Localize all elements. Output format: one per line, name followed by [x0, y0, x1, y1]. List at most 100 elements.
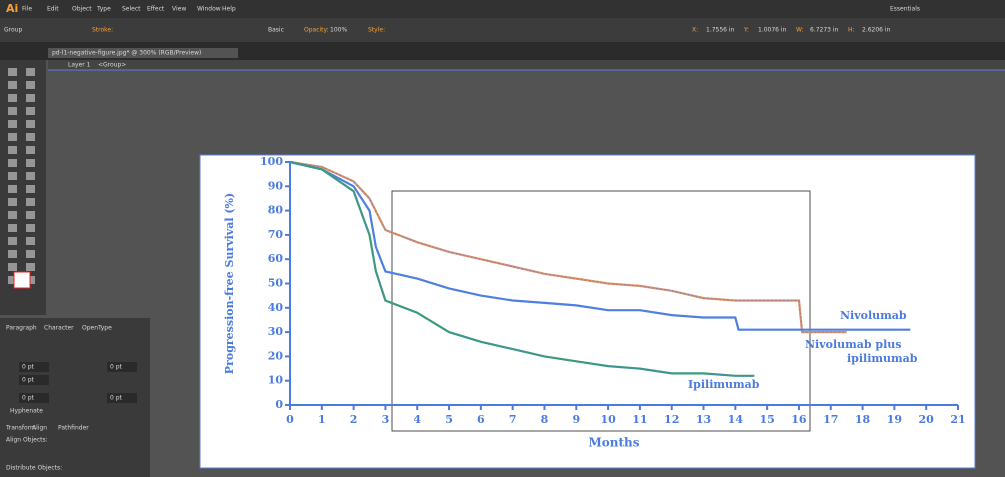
menu-item[interactable]: File [22, 6, 32, 13]
tool-button[interactable] [8, 107, 17, 115]
tool-button[interactable] [26, 263, 35, 271]
x-tick-label: 18 [855, 413, 871, 426]
y-tick-label: 30 [268, 325, 284, 338]
y-axis-label: Progression-free Survival (%) [223, 193, 236, 374]
menu-item[interactable]: Window [197, 6, 221, 13]
tool-button[interactable] [8, 211, 17, 219]
menu-item[interactable]: Effect [147, 6, 165, 13]
page: {"menu": {"logo": "Ai", "items": ["File"… [0, 0, 1005, 477]
x-axis-label: Months [588, 436, 639, 450]
x-tick-label: 8 [541, 413, 549, 426]
x-tick-label: 10 [600, 413, 616, 426]
tool-button[interactable] [8, 133, 17, 141]
tool-button[interactable] [26, 94, 35, 102]
tool-button[interactable] [8, 185, 17, 193]
align-objects-label: Align Objects: [6, 437, 48, 444]
tool-button[interactable] [26, 250, 35, 258]
tool-button[interactable] [26, 211, 35, 219]
indent-field[interactable]: 0 pt [110, 364, 123, 371]
tool-button[interactable] [26, 172, 35, 180]
x-tick-label: 21 [950, 413, 965, 426]
document-tab[interactable]: pd-l1-negative-figure.jpg* @ 300% (RGB/P… [52, 50, 201, 57]
tool-button[interactable] [26, 120, 35, 128]
y-tick-label: 90 [268, 179, 284, 192]
distribute-objects-label: Distribute Objects: [6, 465, 62, 472]
control-w[interactable]: 6.7273 in [810, 27, 839, 34]
tool-button[interactable] [8, 172, 17, 180]
x-tick-label: 7 [509, 413, 517, 426]
tool-button[interactable] [26, 237, 35, 245]
tool-button[interactable] [8, 159, 17, 167]
tool-button[interactable] [8, 94, 17, 102]
control-brush[interactable]: Basic [268, 27, 284, 34]
control-opacity[interactable]: 100% [330, 27, 347, 34]
x-tick-label: 0 [286, 413, 294, 426]
menu-item[interactable]: Type [96, 6, 111, 13]
tool-button[interactable] [26, 185, 35, 193]
tool-button[interactable] [26, 159, 35, 167]
control-y[interactable]: 1.0076 in [758, 27, 787, 34]
breadcrumb-layer[interactable]: Layer 1 [68, 62, 91, 69]
x-tick-label: 20 [919, 413, 935, 426]
tool-button[interactable] [26, 198, 35, 206]
menu-item[interactable]: View [172, 6, 186, 13]
x-tick-label: 2 [350, 413, 358, 426]
tool-button[interactable] [26, 81, 35, 89]
indent-field[interactable]: 0 pt [22, 364, 35, 371]
legend-label: Nivolumab [840, 309, 907, 322]
tool-button[interactable] [26, 146, 35, 154]
x-tick-label: 4 [413, 413, 421, 426]
panel-tab[interactable]: Paragraph [6, 325, 37, 332]
y-tick-label: 0 [275, 398, 283, 411]
x-tick-label: 14 [728, 413, 744, 426]
control-h[interactable]: 2.6206 in [862, 27, 891, 34]
menu-item[interactable]: Select [122, 6, 141, 13]
legend-label: Ipilimumab [688, 378, 760, 391]
tool-button[interactable] [8, 263, 17, 271]
x-tick-label: 16 [791, 413, 807, 426]
menu-item[interactable]: Edit [47, 6, 59, 13]
x-tick-label: 9 [572, 413, 580, 426]
tool-button[interactable] [8, 250, 17, 258]
tool-button[interactable] [8, 146, 17, 154]
indent-field[interactable]: 0 pt [110, 395, 123, 402]
tool-button[interactable] [8, 68, 17, 76]
y-tick-label: 60 [268, 252, 284, 265]
breadcrumb-bar [48, 60, 1005, 70]
fill-swatch[interactable] [14, 272, 30, 288]
tool-button[interactable] [26, 68, 35, 76]
y-tick-label: 20 [268, 349, 284, 362]
indent-field[interactable]: 0 pt [22, 395, 35, 402]
indent-field[interactable]: 0 pt [22, 377, 35, 384]
tool-button[interactable] [8, 198, 17, 206]
x-tick-label: 13 [696, 413, 711, 426]
y-tick-label: 80 [268, 204, 284, 217]
tool-button[interactable] [8, 120, 17, 128]
tool-button[interactable] [8, 81, 17, 89]
control-opacity-label: Opacity: [304, 27, 329, 34]
menu-item[interactable]: Help [222, 6, 236, 13]
x-tick-label: 1 [318, 413, 326, 426]
menu-item[interactable]: Object [72, 6, 92, 13]
tool-button[interactable] [8, 237, 17, 245]
tool-button[interactable] [26, 133, 35, 141]
x-tick-label: 11 [632, 413, 647, 426]
control-x-label: X: [692, 27, 698, 34]
control-stroke-label: Stroke: [92, 27, 113, 34]
hyphenate-checkbox[interactable]: Hyphenate [10, 408, 43, 415]
tool-button[interactable] [26, 224, 35, 232]
x-tick-label: 12 [664, 413, 679, 426]
y-tick-label: 40 [268, 301, 284, 314]
panel-tab[interactable]: Align [32, 425, 47, 432]
panel-tab[interactable]: OpenType [82, 325, 112, 332]
panel-tab[interactable]: Character [44, 325, 74, 332]
tool-button[interactable] [8, 224, 17, 232]
illustrator-window: AiFileEditObjectTypeSelectEffectViewWind… [0, 0, 1005, 477]
control-y-label: Y: [743, 27, 749, 34]
control-selection[interactable]: Group [4, 27, 22, 34]
panel-tab[interactable]: Pathfinder [58, 425, 89, 432]
workspace-switcher[interactable]: Essentials [890, 6, 920, 13]
tool-button[interactable] [26, 107, 35, 115]
control-x[interactable]: 1.7556 in [706, 27, 735, 34]
breadcrumb-group[interactable]: <Group> [98, 62, 126, 69]
